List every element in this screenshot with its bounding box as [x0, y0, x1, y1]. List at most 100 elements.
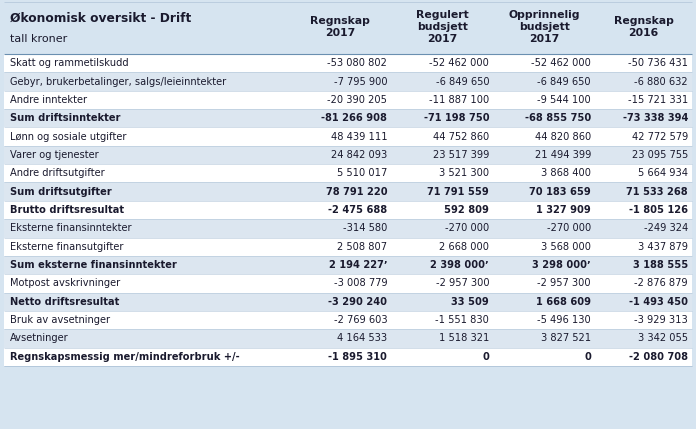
Text: 1 327 909: 1 327 909 [536, 205, 591, 215]
Text: -15 721 331: -15 721 331 [628, 95, 688, 105]
Text: -2 080 708: -2 080 708 [629, 352, 688, 362]
Text: Regnskap
2017: Regnskap 2017 [310, 16, 370, 38]
Text: Lønn og sosiale utgifter: Lønn og sosiale utgifter [10, 132, 127, 142]
Text: Gebyr, brukerbetalinger, salgs/leieinntekter: Gebyr, brukerbetalinger, salgs/leieinnte… [10, 76, 226, 87]
Text: -73 338 394: -73 338 394 [623, 113, 688, 123]
Text: 3 342 055: 3 342 055 [638, 333, 688, 344]
Bar [4, 274, 692, 293]
Text: 2 508 807: 2 508 807 [338, 242, 388, 252]
Text: 3 188 555: 3 188 555 [633, 260, 688, 270]
Text: -20 390 205: -20 390 205 [328, 95, 388, 105]
Text: 2 194 227ʼ: 2 194 227ʼ [329, 260, 388, 270]
Text: Økonomisk oversikt - Drift: Økonomisk oversikt - Drift [10, 12, 191, 25]
Text: -2 769 603: -2 769 603 [333, 315, 388, 325]
Text: 3 298 000ʼ: 3 298 000ʼ [532, 260, 591, 270]
Text: -249 324: -249 324 [644, 224, 688, 233]
Text: 3 868 400: 3 868 400 [541, 168, 591, 178]
Text: Sum driftsutgifter: Sum driftsutgifter [10, 187, 112, 196]
Text: Eksterne finansinntekter: Eksterne finansinntekter [10, 224, 132, 233]
Text: 24 842 093: 24 842 093 [331, 150, 388, 160]
Text: 0: 0 [584, 352, 591, 362]
Text: -7 795 900: -7 795 900 [333, 76, 388, 87]
Text: Avsetninger: Avsetninger [10, 333, 69, 344]
Text: -3 290 240: -3 290 240 [329, 297, 388, 307]
Text: 0: 0 [482, 352, 489, 362]
Bar [4, 311, 692, 329]
Text: Bruk av avsetninger: Bruk av avsetninger [10, 315, 110, 325]
Bar [4, 293, 692, 311]
Text: 1 518 321: 1 518 321 [438, 333, 489, 344]
Text: tall kroner: tall kroner [10, 34, 68, 45]
Text: 48 439 111: 48 439 111 [331, 132, 388, 142]
Text: -81 266 908: -81 266 908 [322, 113, 388, 123]
Text: -1 493 450: -1 493 450 [629, 297, 688, 307]
Bar [4, 219, 692, 238]
Text: -1 895 310: -1 895 310 [329, 352, 388, 362]
Text: -52 462 000: -52 462 000 [531, 58, 591, 68]
Text: 70 183 659: 70 183 659 [529, 187, 591, 196]
Text: -1 805 126: -1 805 126 [629, 205, 688, 215]
Text: 1 668 609: 1 668 609 [536, 297, 591, 307]
Text: -71 198 750: -71 198 750 [424, 113, 489, 123]
Text: 5 664 934: 5 664 934 [638, 168, 688, 178]
Text: Regnskap
2016: Regnskap 2016 [614, 16, 674, 38]
Text: Varer og tjenester: Varer og tjenester [10, 150, 99, 160]
Text: 2 398 000ʼ: 2 398 000ʼ [430, 260, 489, 270]
Text: -6 880 632: -6 880 632 [634, 76, 688, 87]
Bar [4, 2, 692, 54]
Bar [4, 146, 692, 164]
Text: 5 510 017: 5 510 017 [337, 168, 388, 178]
Bar [4, 201, 692, 219]
Text: 23 095 755: 23 095 755 [632, 150, 688, 160]
Text: 42 772 579: 42 772 579 [632, 132, 688, 142]
Text: Sum eksterne finansinntekter: Sum eksterne finansinntekter [10, 260, 177, 270]
Text: -3 929 313: -3 929 313 [634, 315, 688, 325]
Text: Andre inntekter: Andre inntekter [10, 95, 87, 105]
Text: -2 957 300: -2 957 300 [537, 278, 591, 288]
Text: Motpost avskrivninger: Motpost avskrivninger [10, 278, 120, 288]
Text: -2 957 300: -2 957 300 [436, 278, 489, 288]
Text: 71 533 268: 71 533 268 [626, 187, 688, 196]
Text: 3 568 000: 3 568 000 [541, 242, 591, 252]
Text: 71 791 559: 71 791 559 [427, 187, 489, 196]
Text: 44 820 860: 44 820 860 [535, 132, 591, 142]
Bar [4, 329, 692, 347]
Text: -2 876 879: -2 876 879 [634, 278, 688, 288]
Text: -6 849 650: -6 849 650 [537, 76, 591, 87]
Text: -11 887 100: -11 887 100 [429, 95, 489, 105]
Text: 2 668 000: 2 668 000 [439, 242, 489, 252]
Text: Eksterne finansutgifter: Eksterne finansutgifter [10, 242, 123, 252]
Bar [4, 182, 692, 201]
Text: 44 752 860: 44 752 860 [433, 132, 489, 142]
Text: 3 437 879: 3 437 879 [638, 242, 688, 252]
Text: -9 544 100: -9 544 100 [537, 95, 591, 105]
Bar [4, 54, 692, 73]
Text: 23 517 399: 23 517 399 [433, 150, 489, 160]
Text: Andre driftsutgifter: Andre driftsutgifter [10, 168, 105, 178]
Text: 3 521 300: 3 521 300 [439, 168, 489, 178]
Text: -2 475 688: -2 475 688 [329, 205, 388, 215]
Bar [4, 238, 692, 256]
Bar [4, 73, 692, 91]
Text: -52 462 000: -52 462 000 [429, 58, 489, 68]
Text: 33 509: 33 509 [452, 297, 489, 307]
Text: -68 855 750: -68 855 750 [525, 113, 591, 123]
Text: 78 791 220: 78 791 220 [326, 187, 388, 196]
Text: -5 496 130: -5 496 130 [537, 315, 591, 325]
Bar [4, 109, 692, 127]
Text: Opprinnelig
budsjett
2017: Opprinnelig budsjett 2017 [508, 9, 580, 44]
Text: Regnskapsmessig mer/mindreforbruk +/-: Regnskapsmessig mer/mindreforbruk +/- [10, 352, 239, 362]
Text: -50 736 431: -50 736 431 [628, 58, 688, 68]
Text: -3 008 779: -3 008 779 [333, 278, 388, 288]
Text: -270 000: -270 000 [445, 224, 489, 233]
Text: -1 551 830: -1 551 830 [435, 315, 489, 325]
Bar [4, 164, 692, 182]
Text: -6 849 650: -6 849 650 [436, 76, 489, 87]
Text: 21 494 399: 21 494 399 [535, 150, 591, 160]
Text: -53 080 802: -53 080 802 [328, 58, 388, 68]
Text: Skatt og rammetilskudd: Skatt og rammetilskudd [10, 58, 129, 68]
Text: Sum driftsinntekter: Sum driftsinntekter [10, 113, 120, 123]
Bar [4, 256, 692, 274]
Text: Brutto driftsresultat: Brutto driftsresultat [10, 205, 124, 215]
Bar [4, 91, 692, 109]
